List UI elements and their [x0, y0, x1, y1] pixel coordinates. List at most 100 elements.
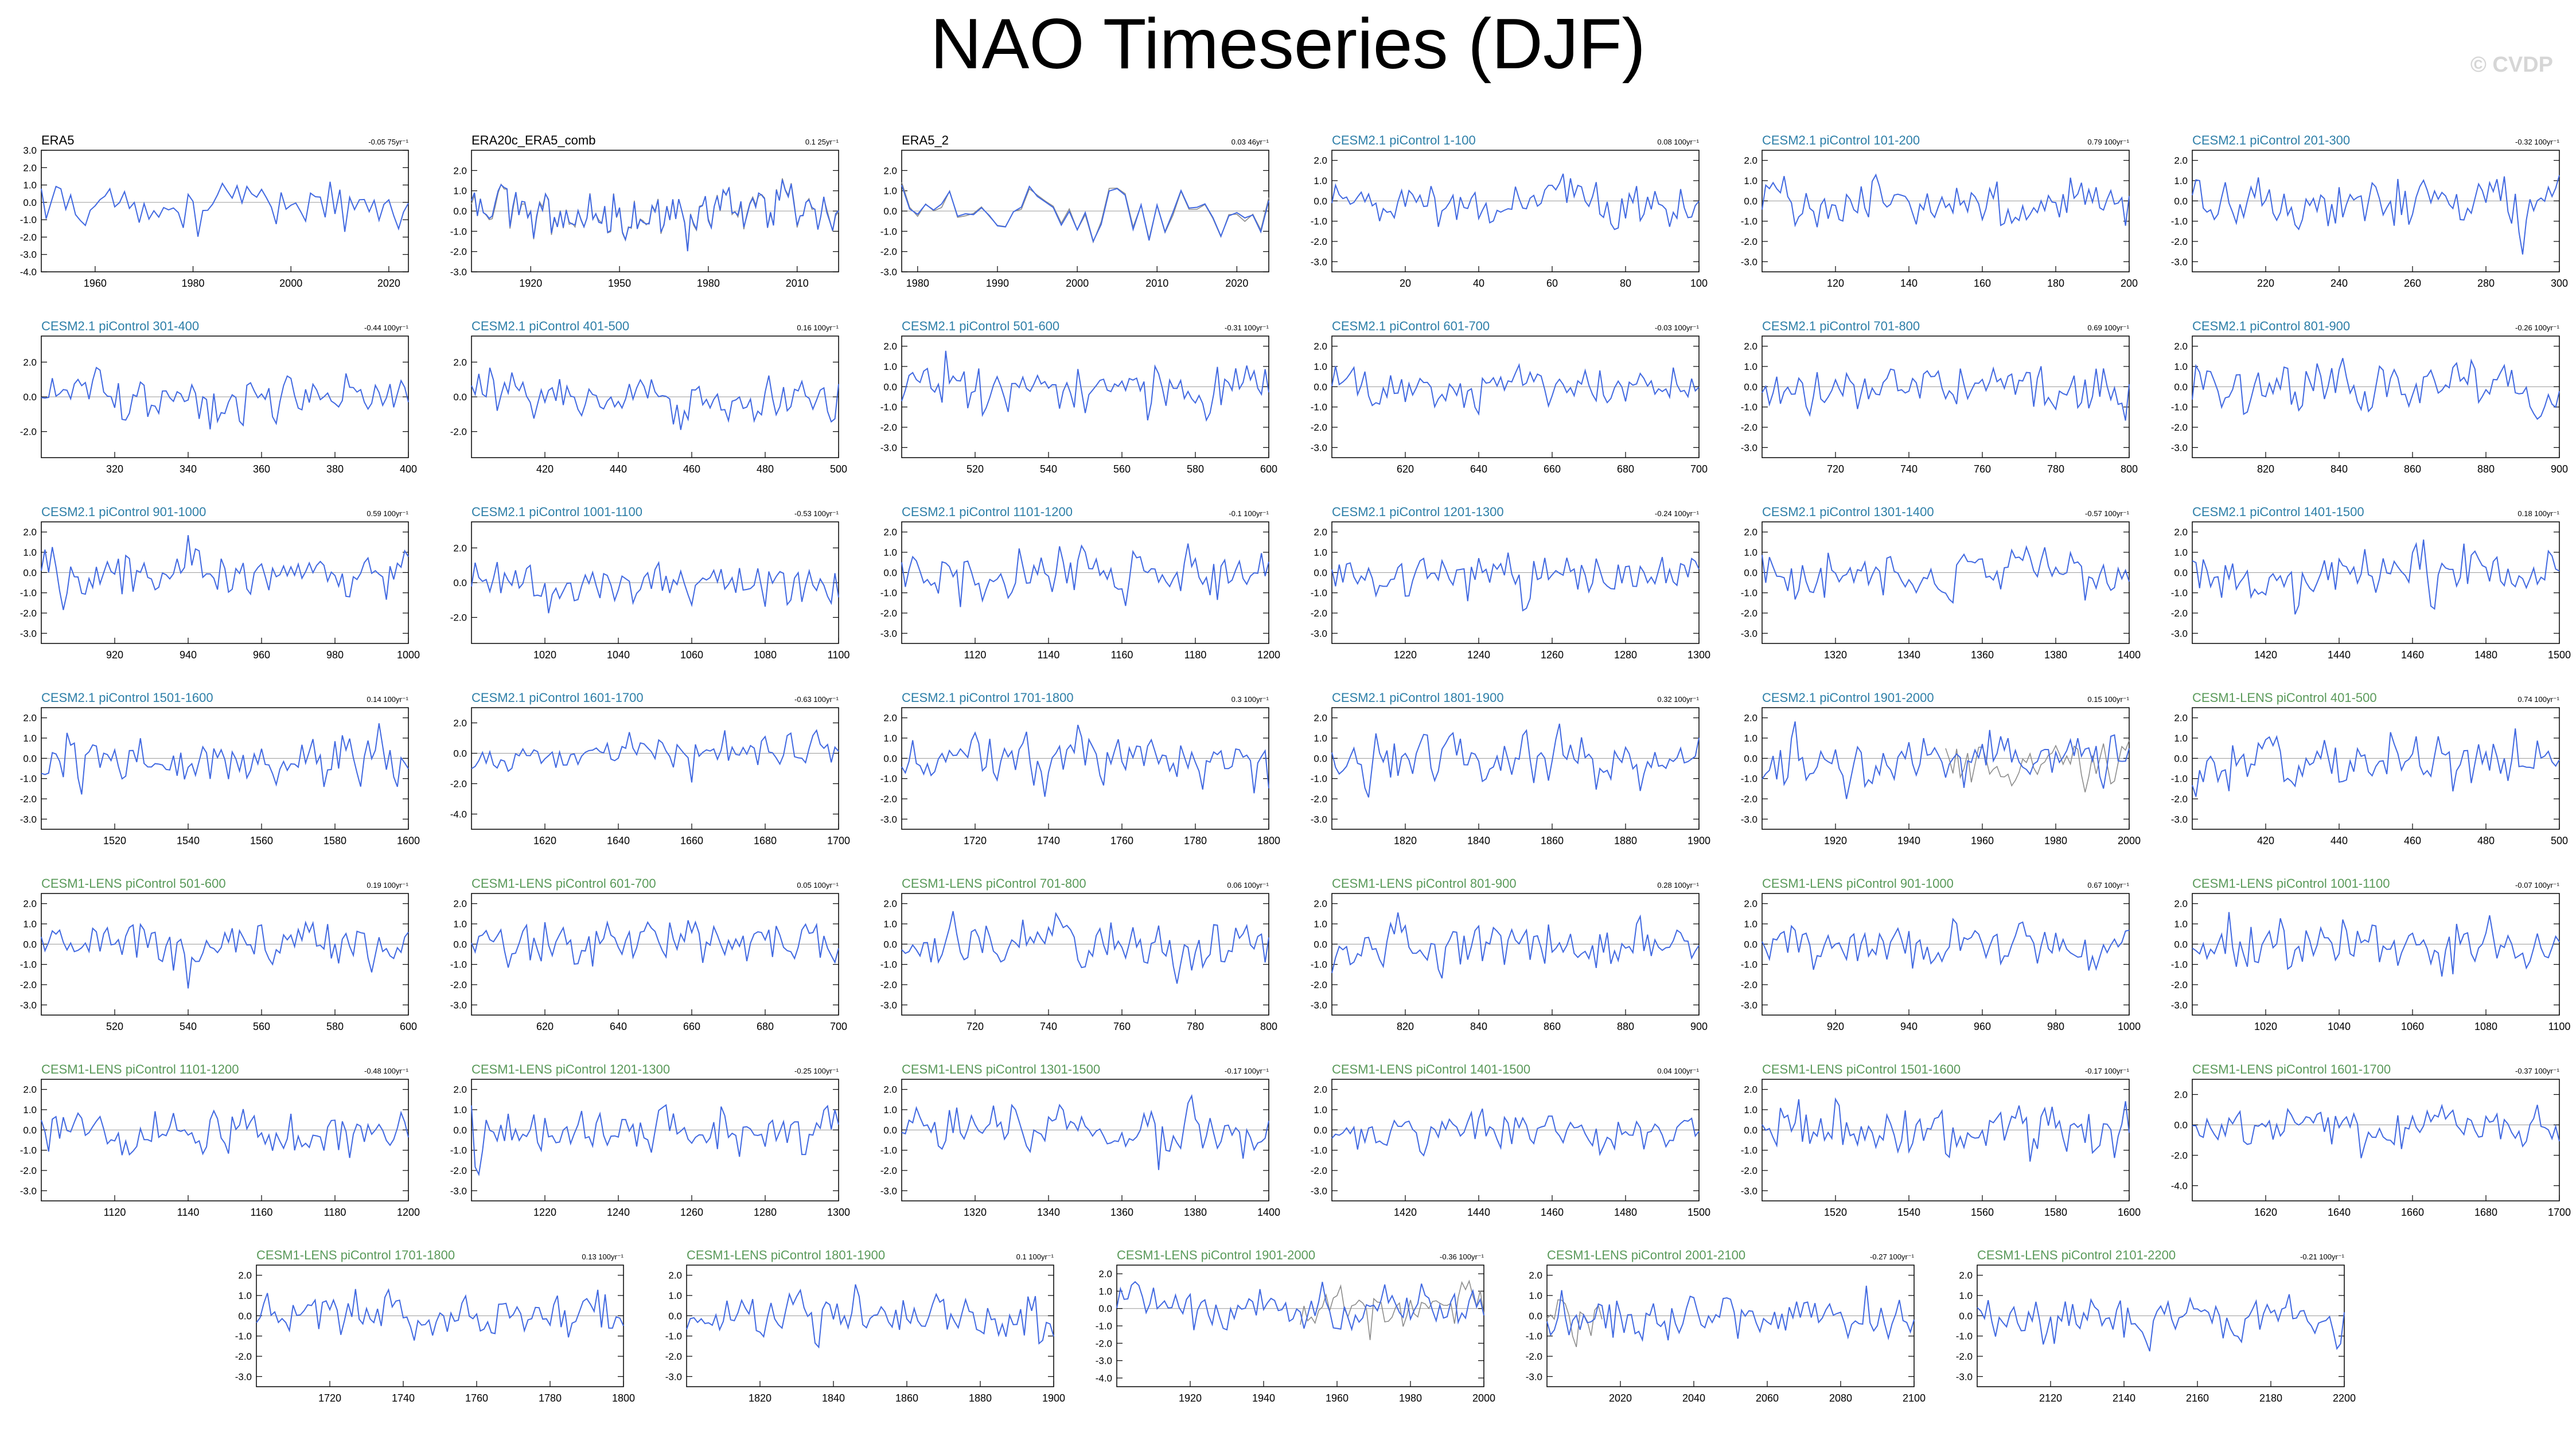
- x-tick-label: 1120: [104, 1207, 126, 1218]
- y-tick-label: -1.0: [450, 959, 467, 970]
- y-tick-label: 0.0: [453, 206, 467, 217]
- y-tick-label: 1.0: [1744, 547, 1757, 558]
- x-tick-label: 600: [1260, 463, 1277, 475]
- x-tick-label: 2000: [1472, 1392, 1495, 1404]
- y-tick-label: -1.0: [2171, 402, 2188, 413]
- panel-title: CESM1-LENS piControl 401-500: [2192, 690, 2377, 705]
- plot-frame: [1546, 1265, 1915, 1387]
- y-tick-label: -1.0: [1311, 959, 1327, 970]
- y-tick-label: 0.0: [453, 939, 467, 950]
- x-tick-label: 280: [2477, 278, 2495, 289]
- y-tick-label: -2.0: [20, 232, 37, 243]
- y-tick-label: 2.0: [23, 162, 37, 173]
- x-tick-label: 1420: [2254, 649, 2277, 661]
- y-tick-label: -3.0: [1311, 1185, 1327, 1196]
- nao-series-line: [41, 1109, 409, 1158]
- y-tick-label: 0.0: [453, 577, 467, 588]
- panel-title: CESM2.1 piControl 901-1000: [41, 505, 206, 519]
- nao-series-line: [1761, 545, 2130, 604]
- y-tick-label: 0.0: [1314, 753, 1327, 764]
- y-tick-label: 0.0: [1529, 1310, 1542, 1321]
- x-tick-label: 1980: [697, 278, 720, 289]
- plot-frame: [1761, 893, 2130, 1016]
- x-tick-label: 860: [1544, 1021, 1561, 1032]
- x-tick-label: 880: [1617, 1021, 1634, 1032]
- y-tick-label: -2.0: [20, 980, 37, 990]
- x-tick-label: 2100: [1903, 1392, 1926, 1404]
- plot-frame: [1761, 335, 2130, 458]
- plot-frame: [1331, 150, 1700, 272]
- y-tick-label: 2.0: [883, 341, 897, 352]
- plot-frame: [1331, 521, 1700, 644]
- y-tick-label: 1.0: [453, 186, 467, 197]
- y-tick-label: -3.0: [880, 814, 897, 825]
- y-tick-label: -3.0: [1311, 256, 1327, 267]
- x-tick-label: 1780: [1184, 835, 1207, 846]
- y-tick-label: 1.0: [883, 547, 897, 558]
- plot-frame: [41, 893, 409, 1016]
- y-tick-label: 2.0: [883, 527, 897, 538]
- panel-title: CESM1-LENS piControl 1201-1300: [471, 1062, 670, 1076]
- x-tick-label: 1020: [533, 649, 556, 661]
- trend-label: 0.16 100yr⁻¹: [797, 323, 839, 332]
- y-tick-label: 2.0: [2174, 341, 2188, 352]
- y-tick-label: -2.0: [450, 427, 467, 438]
- y-tick-label: -3.0: [1526, 1371, 1542, 1382]
- x-tick-label: 1660: [680, 835, 703, 846]
- x-tick-label: 1400: [2118, 649, 2141, 661]
- y-tick-label: -2.0: [2171, 980, 2188, 990]
- panel-title: CESM1-LENS piControl 801-900: [1332, 876, 1517, 891]
- x-tick-label: 1320: [1824, 649, 1847, 661]
- panel-3: ERA5_2 0.03 46yr⁻¹ 2.0 1.0 0.0 -1.0 -2.0 -3.0 19…: [880, 133, 1269, 289]
- panel-30: CESM1-LENS piControl 1001-1100 -0.07 100y…: [2171, 876, 2571, 1032]
- x-tick-label: 1400: [1257, 1207, 1280, 1218]
- y-tick-label: 1.0: [1314, 547, 1327, 558]
- x-tick-label: 1760: [1110, 835, 1133, 846]
- y-tick-label: 1.0: [1744, 919, 1757, 930]
- y-tick-label: -3.0: [2171, 442, 2188, 453]
- nao-series-line: [41, 723, 409, 795]
- y-tick-label: -2.0: [2171, 608, 2188, 619]
- y-tick-label: 0.0: [23, 197, 37, 208]
- trend-label: 0.08 100yr⁻¹: [1657, 138, 1699, 146]
- panel-18: CESM2.1 piControl 1401-1500 0.18 100yr⁻¹ 2…: [2171, 505, 2571, 661]
- panel-title: CESM1-LENS piControl 701-800: [902, 876, 1086, 891]
- x-tick-label: 1320: [964, 1207, 987, 1218]
- x-tick-label: 1440: [2328, 649, 2351, 661]
- y-tick-label: 2.0: [1959, 1270, 1973, 1281]
- y-tick-label: -3.0: [2171, 628, 2188, 639]
- y-tick-label: 1.0: [883, 1105, 897, 1115]
- panel-title: CESM1-LENS piControl 601-700: [471, 876, 656, 891]
- panel-29: CESM1-LENS piControl 901-1000 0.67 100yr⁻…: [1741, 876, 2141, 1032]
- y-tick-label: 0.0: [2174, 381, 2188, 392]
- plot-frame: [41, 150, 409, 272]
- y-tick-label: -3.0: [2171, 256, 2188, 267]
- plot-frame: [1116, 1265, 1484, 1387]
- panel-title: ERA20c_ERA5_comb: [471, 133, 595, 147]
- x-tick-label: 700: [830, 1021, 847, 1032]
- x-tick-label: 620: [1397, 463, 1414, 475]
- y-tick-label: -1.0: [1311, 588, 1327, 599]
- x-tick-label: 1800: [1257, 835, 1280, 846]
- y-tick-label: 2.0: [883, 165, 897, 176]
- y-tick-label: 2.0: [23, 527, 37, 538]
- x-tick-label: 460: [2404, 835, 2421, 846]
- trend-label: 0.14 100yr⁻¹: [367, 695, 408, 704]
- x-tick-label: 940: [180, 649, 197, 661]
- plot-frame: [1761, 150, 2130, 272]
- panel-title: ERA5: [41, 133, 74, 147]
- nao-series-line: [901, 185, 1269, 243]
- x-tick-label: 60: [1546, 278, 1558, 289]
- nao-series-line: [1331, 363, 1700, 416]
- x-tick-label: 780: [2047, 463, 2064, 475]
- y-tick-label: -2.0: [1096, 1338, 1112, 1349]
- y-tick-label: -2.0: [880, 1165, 897, 1176]
- trend-label: 0.1 100yr⁻¹: [1016, 1252, 1054, 1261]
- plot-frame: [901, 1079, 1269, 1201]
- y-tick-label: 2.0: [453, 357, 467, 368]
- y-tick-label: 2.0: [1314, 899, 1327, 910]
- y-tick-label: -3.0: [1311, 814, 1327, 825]
- nao-series-line: [1546, 1285, 1915, 1343]
- x-tick-label: 1740: [392, 1392, 415, 1404]
- x-tick-label: 1500: [2548, 649, 2571, 661]
